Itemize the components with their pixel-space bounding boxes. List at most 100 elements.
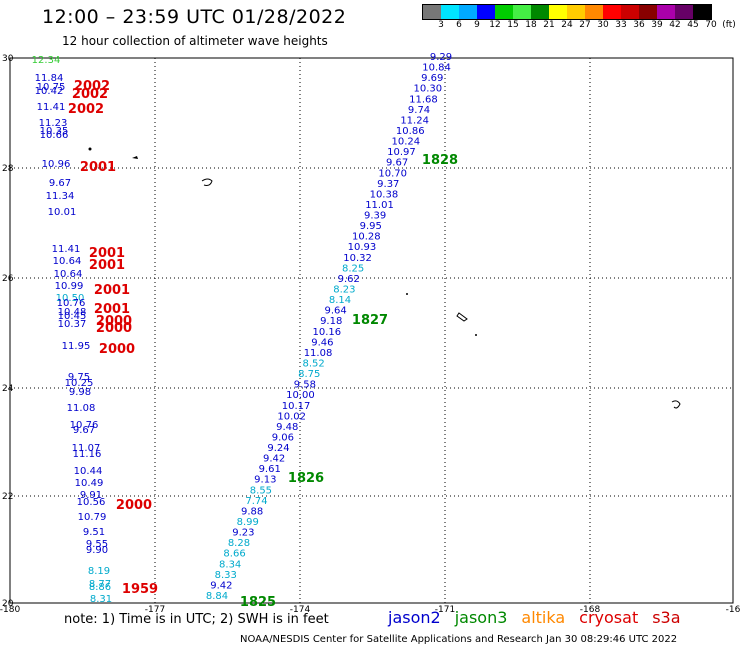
- x-tick-label: -177: [145, 605, 165, 615]
- wave-height-value: 10.64: [53, 256, 82, 267]
- satellite-legend: jason2 jason3 altika cryosat s3a: [388, 608, 681, 627]
- wave-height-value: 11.84: [35, 73, 64, 84]
- y-tick-label: 26: [2, 274, 14, 284]
- wave-height-value: 11.08: [304, 348, 333, 359]
- credit-line: NOAA/NESDIS Center for Satellite Applica…: [240, 634, 678, 645]
- legend-s3a: s3a: [652, 608, 681, 627]
- pass-time-label: 2001: [94, 302, 130, 317]
- island-outline: [475, 334, 477, 336]
- scale-label: 21: [543, 20, 555, 30]
- wave-height-value: 10.97: [387, 147, 416, 158]
- scale-label: 12: [489, 20, 501, 30]
- wave-height-value: 10.93: [348, 242, 377, 253]
- wave-height-value: 10.79: [78, 512, 107, 523]
- scale-label: 42: [669, 20, 681, 30]
- x-tick-label: -168: [580, 605, 601, 615]
- wave-height-value: 10.01: [48, 207, 77, 218]
- wave-height-value: 10.84: [422, 63, 451, 74]
- scale-label: 6: [456, 20, 462, 30]
- wave-height-value: 9.74: [408, 105, 430, 116]
- wave-height-value: 9.75: [68, 372, 90, 383]
- wave-height-value: 10.42: [35, 86, 64, 97]
- wave-height-value: 11.41: [52, 244, 81, 255]
- wave-height-value: 11.95: [62, 341, 91, 352]
- wave-height-value: 11.23: [39, 118, 68, 129]
- wave-height-value: 10.00: [286, 390, 315, 401]
- wave-height-value: 8.19: [88, 566, 110, 577]
- wave-height-value: 9.51: [83, 527, 105, 538]
- scale-swatch: [549, 5, 567, 19]
- map-frame: [9, 57, 734, 604]
- wave-height-value: 10.50: [56, 293, 85, 304]
- wave-height-value: 10.32: [343, 253, 372, 264]
- pass-time-label: 2001: [89, 258, 125, 273]
- y-tick-label: 22: [2, 492, 13, 502]
- wave-height-value: 9.29: [430, 52, 452, 63]
- scale-label: 27: [579, 20, 591, 30]
- wave-height-value: 10.49: [75, 478, 104, 489]
- x-tick-label: -174: [290, 605, 311, 615]
- pass-time-label: 1826: [288, 471, 324, 486]
- wave-height-value: 11.07: [72, 443, 101, 454]
- wave-height-value: 10.24: [392, 137, 421, 148]
- footer-note: note: 1) Time is in UTC; 2) SWH is in fe…: [64, 612, 329, 627]
- wave-height-value: 8.86: [89, 582, 111, 593]
- wave-height-value: 9.42: [263, 454, 285, 465]
- wave-height-value: 10.16: [312, 327, 341, 338]
- pass-time-label: 2002: [68, 102, 104, 117]
- scale-swatch: [477, 5, 495, 19]
- legend-jason3: jason3: [454, 608, 508, 627]
- wave-height-value: 9.58: [294, 380, 316, 391]
- wave-height-value: 9.55: [86, 539, 108, 550]
- wave-height-value: 9.67: [49, 178, 71, 189]
- scale-label: 39: [651, 20, 663, 30]
- wave-height-value: 8.55: [250, 485, 272, 496]
- wave-height-value: 9.67: [386, 158, 408, 169]
- scale-swatch: [513, 5, 531, 19]
- wave-height-value: 8.31: [90, 594, 112, 605]
- wave-height-value: 7.74: [245, 496, 267, 507]
- scale-swatch: [675, 5, 693, 19]
- wave-height-value: 9.95: [360, 221, 382, 232]
- x-tick-label: -180: [0, 605, 20, 615]
- legend-altika: altika: [521, 608, 566, 627]
- scale-label: 33: [615, 20, 627, 30]
- wave-height-value: 9.42: [210, 580, 232, 591]
- wave-height-value: 9.90: [86, 545, 108, 556]
- wave-height-value: 8.66: [223, 549, 245, 560]
- scale-label: 3: [438, 20, 444, 30]
- color-scale-labels: 3 6 9 12 15 18 21 24 27 30 33 36 39 42 45 70 (ft): [0, 20, 740, 34]
- map-subtitle: 12 hour collection of altimeter wave hei…: [62, 34, 328, 48]
- scale-label: 70: [705, 20, 717, 30]
- wave-height-value: 9.18: [320, 316, 342, 327]
- wave-height-value: 9.64: [324, 306, 346, 317]
- wave-height-value: 9.13: [254, 475, 276, 486]
- wave-height-value: 10.76: [70, 420, 99, 431]
- wave-height-value: 10.75: [37, 82, 66, 93]
- pass-time-label: 2000: [116, 498, 152, 513]
- wave-height-value: 10.25: [65, 378, 94, 389]
- wave-height-value: 10.70: [378, 168, 407, 179]
- island-outline: [406, 293, 408, 295]
- y-tick-label: 24: [2, 384, 14, 394]
- scale-label: 36: [633, 20, 645, 30]
- legend-cryosat: cryosat: [579, 608, 639, 627]
- scale-swatch: [621, 5, 639, 19]
- scale-label: 45: [687, 20, 699, 30]
- pass-time-label: 1825: [240, 595, 276, 610]
- scale-label: 24: [561, 20, 573, 30]
- wave-height-value: 9.39: [364, 211, 386, 222]
- pass-time-label: 1828: [422, 153, 458, 168]
- pass-time-label: 2000: [99, 342, 135, 357]
- wave-height-value: 8.28: [228, 538, 250, 549]
- wave-height-value: 11.41: [37, 102, 66, 113]
- scale-label: 30: [597, 20, 609, 30]
- island-outline: [201, 178, 213, 186]
- scale-swatch: [423, 5, 441, 19]
- wave-height-value: 8.23: [333, 285, 355, 296]
- wave-height-value: 10.45: [58, 311, 87, 322]
- island-outline: [456, 312, 468, 322]
- wave-height-value: 10.17: [282, 401, 311, 412]
- island-outline: [132, 156, 138, 159]
